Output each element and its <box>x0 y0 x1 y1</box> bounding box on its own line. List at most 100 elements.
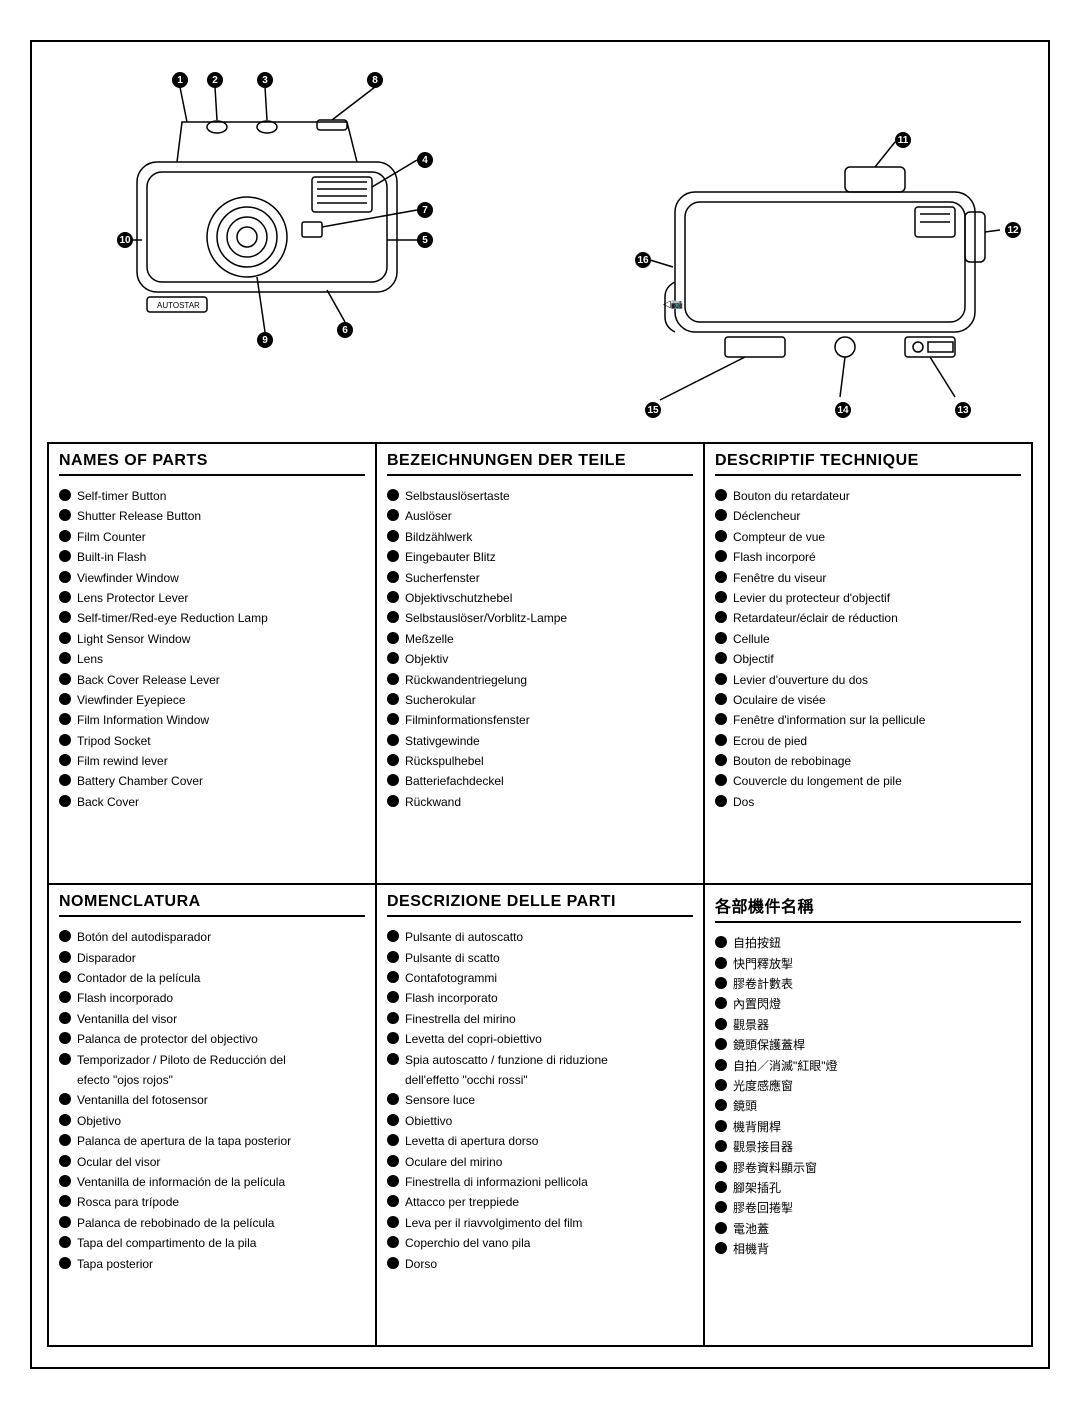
bullet-icon <box>387 734 399 746</box>
part-item: Bouton du retardateur <box>715 486 1021 506</box>
part-label: Déclencheur <box>733 506 800 526</box>
part-label: Ocular del visor <box>77 1152 160 1172</box>
part-label: Spia autoscatto / funzione di riduzione <box>405 1050 608 1070</box>
part-label: Obiettivo <box>405 1111 452 1131</box>
part-item: Self-timer Button <box>59 486 365 506</box>
bullet-icon <box>387 713 399 725</box>
part-item: Sucherfenster <box>387 568 693 588</box>
part-label: Leva per il riavvolgimento del film <box>405 1213 582 1233</box>
bullet-icon <box>59 951 71 963</box>
part-label: Temporizador / Piloto de Reducción del <box>77 1050 286 1070</box>
part-label: Meßzelle <box>405 629 454 649</box>
part-item: Levier d'ouverture du dos <box>715 670 1021 690</box>
part-item: Dorso <box>387 1254 693 1274</box>
bullet-icon <box>59 1012 71 1024</box>
part-label: 相機背 <box>733 1239 769 1259</box>
part-item: Eingebauter Blitz <box>387 547 693 567</box>
bullet-icon <box>59 1195 71 1207</box>
diagram-row: AUTOSTAR 12384751069 <box>47 62 1033 442</box>
bullet-icon <box>59 795 71 807</box>
camera-front-diagram: AUTOSTAR 12384751069 <box>47 62 535 442</box>
bullet-icon <box>715 550 727 562</box>
callout-6: 6 <box>337 322 353 338</box>
part-item: Self-timer/Red-eye Reduction Lamp <box>59 608 365 628</box>
bullet-icon <box>387 1053 399 1065</box>
part-label: Film Counter <box>77 527 146 547</box>
bullet-icon <box>59 673 71 685</box>
part-label: Ventanilla de información de la película <box>77 1172 285 1192</box>
part-item: Ventanilla del fotosensor <box>59 1090 365 1110</box>
bullet-icon <box>59 713 71 725</box>
part-label: Ecrou de pied <box>733 731 807 751</box>
part-label: 膠卷回捲掣 <box>733 1198 793 1218</box>
bullet-icon <box>387 550 399 562</box>
bullet-icon <box>715 734 727 746</box>
part-label: Ventanilla del fotosensor <box>77 1090 208 1110</box>
part-label: Selbstauslösertaste <box>405 486 510 506</box>
bullet-icon <box>715 997 727 1009</box>
bullet-icon <box>387 1134 399 1146</box>
part-item: Disparador <box>59 948 365 968</box>
bullet-icon <box>715 795 727 807</box>
part-item: Built-in Flash <box>59 547 365 567</box>
bullet-icon <box>387 632 399 644</box>
part-item: Rückwandentriegelung <box>387 670 693 690</box>
part-item: Selbstauslösertaste <box>387 486 693 506</box>
part-item: 膠卷資料顯示窗 <box>715 1158 1021 1178</box>
part-label: 膠卷資料顯示窗 <box>733 1158 817 1178</box>
part-item: Meßzelle <box>387 629 693 649</box>
part-label: Dorso <box>405 1254 437 1274</box>
bullet-icon <box>59 652 71 664</box>
part-item: 電池蓋 <box>715 1219 1021 1239</box>
bullet-icon <box>59 1257 71 1269</box>
bullet-icon <box>387 652 399 664</box>
part-item: Attacco per treppiede <box>387 1192 693 1212</box>
bullet-icon <box>387 591 399 603</box>
part-item: Palanca de rebobinado de la película <box>59 1213 365 1233</box>
part-label: 光度感應窗 <box>733 1076 793 1096</box>
bullet-icon <box>59 930 71 942</box>
part-label: Ventanilla del visor <box>77 1009 177 1029</box>
bullet-icon <box>715 1140 727 1152</box>
callout-16: 16 <box>635 252 651 268</box>
part-label: dell'effetto "occhi rossi" <box>405 1070 528 1090</box>
part-label: 腳架插孔 <box>733 1178 781 1198</box>
bullet-icon <box>387 1114 399 1126</box>
part-label: Tripod Socket <box>77 731 151 751</box>
part-label: Selbstauslöser/Vorblitz-Lampe <box>405 608 567 628</box>
bullet-icon <box>387 991 399 1003</box>
bullet-icon <box>387 1012 399 1024</box>
part-item: Ventanilla de información de la película <box>59 1172 365 1192</box>
part-item: Lens <box>59 649 365 669</box>
part-item: 膠卷回捲掣 <box>715 1198 1021 1218</box>
part-label: 膠卷計數表 <box>733 974 793 994</box>
callout-5: 5 <box>417 232 433 248</box>
bullet-icon <box>387 774 399 786</box>
bullet-icon <box>387 795 399 807</box>
bullet-icon <box>715 530 727 542</box>
part-item: Film Counter <box>59 527 365 547</box>
part-item: Batteriefachdeckel <box>387 771 693 791</box>
part-item: Contador de la película <box>59 968 365 988</box>
part-item: Oculare del mirino <box>387 1152 693 1172</box>
part-label: Bildzählwerk <box>405 527 472 547</box>
bullet-icon <box>59 1236 71 1248</box>
part-label: Palanca de protector del objectivo <box>77 1029 258 1049</box>
part-label: Eingebauter Blitz <box>405 547 496 567</box>
part-item: Levetta di apertura dorso <box>387 1131 693 1151</box>
bullet-icon <box>59 550 71 562</box>
part-label: Retardateur/éclair de réduction <box>733 608 898 628</box>
bullet-icon <box>59 1053 71 1065</box>
list-en: Self-timer ButtonShutter Release ButtonF… <box>59 486 365 812</box>
header-zh: 各部機件名稱 <box>715 893 1021 923</box>
cell-fr: DESCRIPTIF TECHNIQUE Bouton du retardate… <box>704 443 1032 884</box>
bullet-icon <box>387 1195 399 1207</box>
part-label: 鏡頭 <box>733 1096 757 1116</box>
callout-10: 10 <box>117 232 133 248</box>
part-item: 腳架插孔 <box>715 1178 1021 1198</box>
part-label: Back Cover Release Lever <box>77 670 220 690</box>
callout-11: 11 <box>895 132 911 148</box>
bullet-icon <box>387 930 399 942</box>
bullet-icon <box>387 1093 399 1105</box>
part-label: Contafotogrammi <box>405 968 497 988</box>
